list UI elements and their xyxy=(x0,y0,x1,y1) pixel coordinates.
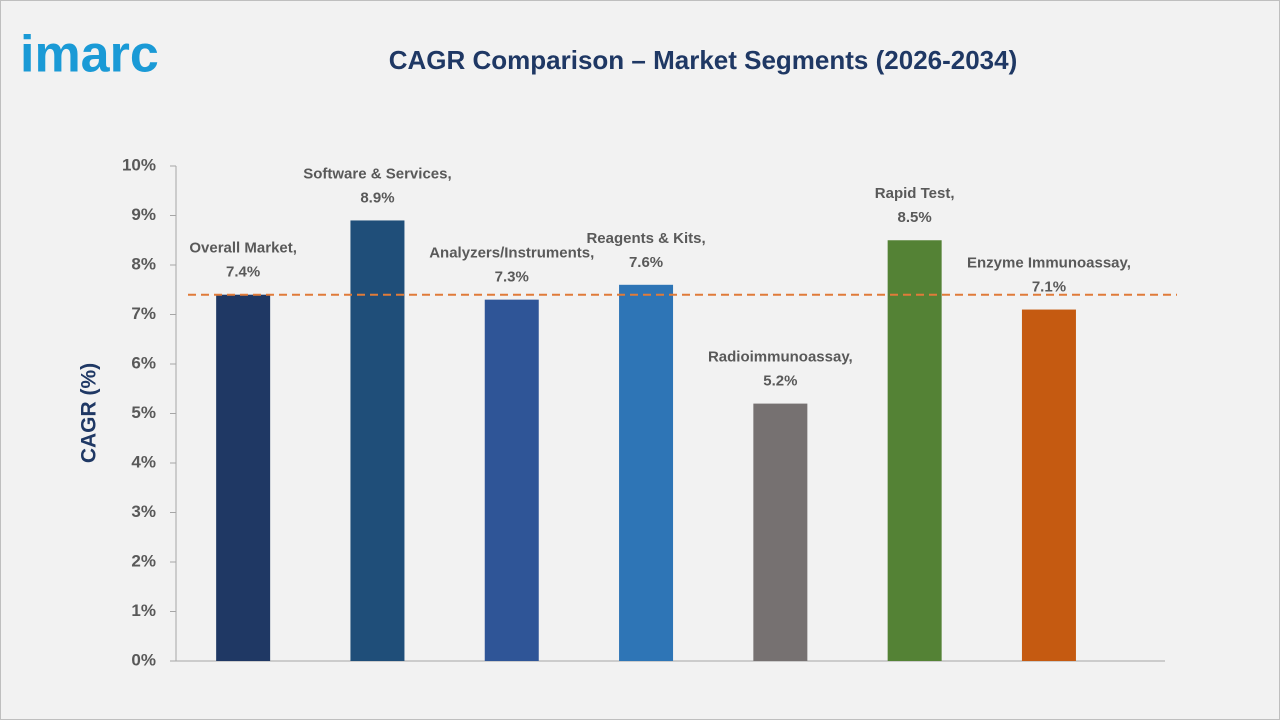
y-tick-label: 7% xyxy=(131,304,156,323)
data-label: 8.9% xyxy=(360,189,394,206)
y-tick-label: 0% xyxy=(131,650,156,669)
data-label: 5.2% xyxy=(763,373,797,390)
category-label: Reagents & Kits, xyxy=(586,230,705,247)
y-tick-label: 6% xyxy=(131,353,156,372)
data-label: 7.6% xyxy=(629,254,663,271)
bar xyxy=(887,240,942,661)
category-label: Analyzers/Instruments, xyxy=(429,245,594,262)
y-tick-label: 4% xyxy=(131,452,156,471)
y-tick-label: 1% xyxy=(131,601,156,620)
category-label: Radioimmunoassay, xyxy=(708,349,853,366)
category-label: Software & Services, xyxy=(303,165,451,182)
logo: imarc xyxy=(20,26,159,84)
category-label: Overall Market, xyxy=(189,240,297,257)
data-label: 7.3% xyxy=(495,269,529,286)
y-tick-label: 10% xyxy=(122,155,156,174)
category-label: Rapid Test, xyxy=(875,185,955,202)
bar xyxy=(216,294,271,661)
y-tick-label: 5% xyxy=(131,403,156,422)
y-tick-label: 2% xyxy=(131,551,156,570)
y-tick-label: 8% xyxy=(131,254,156,273)
bar xyxy=(1021,309,1076,661)
bar xyxy=(484,299,539,661)
data-label: 7.4% xyxy=(226,264,260,281)
bar xyxy=(619,284,674,661)
y-tick-label: 9% xyxy=(131,205,156,224)
chart-title: CAGR Comparison – Market Segments (2026-… xyxy=(389,45,1018,75)
data-label: 8.5% xyxy=(898,209,932,226)
bar xyxy=(753,403,808,661)
bar xyxy=(350,220,405,661)
data-label: 7.1% xyxy=(1032,279,1066,296)
y-tick-label: 3% xyxy=(131,502,156,521)
y-axis-label: CAGR (%) xyxy=(78,363,101,463)
category-label: Enzyme Immunoassay, xyxy=(967,255,1131,272)
